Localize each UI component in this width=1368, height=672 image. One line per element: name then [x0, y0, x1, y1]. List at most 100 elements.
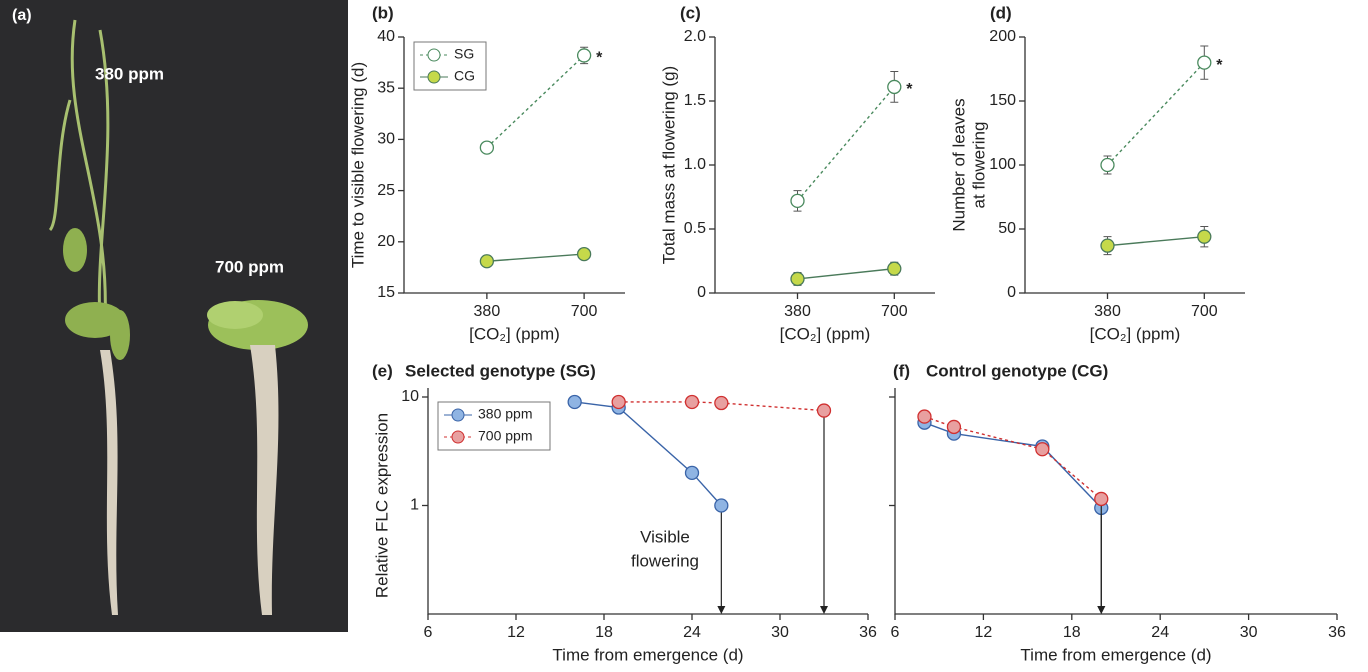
significance: *: [906, 81, 913, 98]
y-tick-label: 1.5: [684, 92, 706, 109]
y-axis-label: Number of leaves: [949, 98, 968, 231]
marker: [887, 261, 902, 276]
marker: [576, 48, 592, 63]
panel-label: (d): [990, 3, 1012, 22]
legend-box: [413, 41, 487, 91]
photo-annotation: 380 ppm: [95, 64, 164, 83]
y-tick-label: 0: [1007, 284, 1016, 301]
y-tick-label: 200: [989, 28, 1016, 45]
marker: [816, 403, 832, 418]
x-tick-label: 36: [859, 624, 877, 641]
marker: [917, 409, 932, 424]
marker: [714, 498, 729, 513]
y-tick-label: 1: [410, 497, 419, 514]
axis: [894, 388, 1337, 615]
panel-label: (f): [893, 361, 910, 380]
x-tick-label: 12: [975, 624, 993, 641]
annotation: Visible: [640, 527, 690, 546]
y-tick-label: 35: [377, 79, 395, 96]
x-tick-label: 380: [1094, 303, 1121, 320]
marker: [1094, 491, 1109, 507]
marker: [1100, 157, 1115, 173]
y-tick-label: 10: [401, 388, 419, 405]
legend-marker: [451, 430, 465, 444]
x-tick-label: 12: [507, 624, 525, 641]
y-tick-label: 2.0: [684, 28, 706, 45]
legend-marker: [427, 48, 441, 62]
series-line: [924, 422, 1102, 509]
marker: [1197, 55, 1212, 70]
x-tick-label: 6: [424, 624, 433, 641]
legend-label: SG: [454, 46, 474, 62]
arrow-head: [1097, 606, 1106, 614]
series-line: [796, 86, 895, 202]
panel-label: (b): [372, 3, 394, 22]
x-tick-label: 30: [1240, 624, 1258, 641]
y-tick-label: 0: [697, 284, 706, 301]
marker: [887, 79, 902, 95]
series-line: [1106, 62, 1205, 166]
panel-title: Selected genotype (SG): [405, 361, 596, 380]
arrow-head: [717, 606, 726, 614]
series-line: [1107, 235, 1205, 247]
y-tick-label: 30: [377, 131, 395, 148]
y-tick-label: 25: [377, 182, 395, 199]
legend-label: CG: [454, 68, 475, 84]
marker: [567, 394, 582, 410]
x-tick-label: 380: [474, 303, 501, 320]
x-tick-label: 700: [881, 303, 908, 320]
x-tick-label: 380: [784, 303, 811, 320]
x-tick-label: 6: [891, 624, 900, 641]
marker: [479, 140, 495, 155]
annotation: flowering: [631, 551, 699, 570]
y-tick-label: 1.0: [684, 156, 706, 173]
marker: [790, 271, 805, 287]
y-axis-label: at flowering: [969, 122, 988, 209]
legend-marker: [451, 408, 465, 422]
x-axis-label: Time from emergence (d): [1020, 645, 1211, 664]
x-axis-label: [CO₂] (ppm): [469, 324, 560, 343]
significance: *: [596, 50, 603, 67]
y-tick-label: 150: [989, 92, 1016, 109]
legend-label: 700 ppm: [478, 428, 532, 444]
series-line: [574, 401, 722, 506]
axis: [714, 37, 935, 294]
series-line: [486, 54, 585, 149]
x-axis-label: Time from emergence (d): [552, 645, 743, 664]
y-axis-label: Relative FLC expression: [372, 413, 391, 598]
marker: [1197, 229, 1212, 244]
marker: [576, 246, 592, 262]
marker: [611, 394, 626, 410]
x-tick-label: 18: [1063, 624, 1081, 641]
x-tick-label: 700: [1191, 303, 1218, 320]
y-tick-label: 40: [377, 28, 395, 45]
marker: [684, 465, 700, 480]
marker: [714, 395, 729, 411]
x-axis-label: [CO₂] (ppm): [1090, 324, 1181, 343]
y-tick-label: 100: [989, 156, 1016, 173]
legend-marker: [427, 70, 441, 84]
y-tick-label: 15: [377, 284, 395, 301]
x-tick-label: 24: [683, 624, 701, 641]
panel-label: (a): [12, 7, 32, 24]
legend-label: 380 ppm: [478, 406, 532, 422]
x-tick-label: 24: [1151, 624, 1169, 641]
arrow-head: [820, 606, 828, 614]
significance: *: [1216, 57, 1223, 74]
panel-title: Control genotype (CG): [926, 361, 1108, 380]
x-tick-label: 700: [571, 303, 598, 320]
marker: [1100, 238, 1115, 253]
panel-label: (c): [680, 3, 701, 22]
series-line: [618, 401, 825, 412]
marker: [790, 193, 805, 208]
plants: [48, 19, 308, 615]
photo-annotation: 700 ppm: [215, 257, 284, 276]
y-axis-label: Total mass at flowering (g): [659, 66, 678, 264]
x-tick-label: 30: [771, 624, 789, 641]
x-tick-label: 18: [595, 624, 613, 641]
panel-label: (e): [372, 361, 393, 380]
axis: [1024, 37, 1245, 294]
x-tick-label: 36: [1328, 624, 1346, 641]
y-tick-label: 50: [998, 220, 1016, 237]
